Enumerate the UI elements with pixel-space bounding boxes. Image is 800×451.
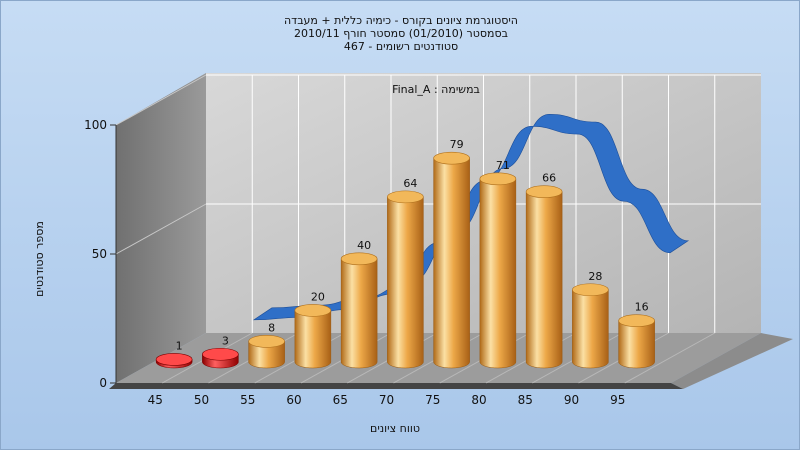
bar-top <box>248 335 285 348</box>
chart-title-line-3: סטודנטים רשומים - 467 <box>343 40 459 53</box>
data-label: 1 <box>176 339 183 352</box>
y-axis-title: מספר סטודנטים <box>33 221 46 297</box>
bar-body <box>340 258 378 369</box>
bar-top <box>525 185 563 199</box>
data-label: 71 <box>496 159 510 172</box>
bar-top <box>572 283 609 297</box>
bar-top <box>479 172 517 186</box>
y-tick-label: 100 <box>84 118 107 132</box>
data-label: 28 <box>588 270 602 283</box>
y-tick-label: 50 <box>92 247 107 261</box>
chart-title-line-1: היסטוגרמת ציונים בקורס - כימיה כללית + מ… <box>284 14 518 27</box>
bar: 64 <box>387 177 424 369</box>
data-label: 3 <box>222 334 229 347</box>
bar-top <box>618 314 655 328</box>
bars: 1 3 8 20 40 64 79 71 66 28 16 <box>155 138 655 369</box>
bar-top <box>433 151 470 165</box>
x-tick-label: 95 <box>610 393 625 407</box>
x-tick-label: 50 <box>194 393 209 407</box>
data-label: 64 <box>403 177 417 190</box>
data-label: 66 <box>542 172 556 185</box>
bar-body <box>294 310 332 369</box>
gridline-floor <box>624 332 715 384</box>
floor-edge <box>671 333 793 389</box>
gridline-side <box>115 203 207 255</box>
x-tick-label: 65 <box>333 393 348 407</box>
bar-top <box>155 353 193 366</box>
bar: 28 <box>572 270 609 369</box>
bar-body <box>479 178 517 369</box>
data-label: 20 <box>311 290 325 303</box>
left-wall <box>116 73 206 383</box>
x-tick-label: 90 <box>564 393 579 407</box>
data-label: 8 <box>268 321 275 334</box>
x-tick-label: 85 <box>518 393 533 407</box>
bar: 79 <box>433 138 470 369</box>
bar: 3 <box>202 334 239 369</box>
x-tick-label: 80 <box>471 393 486 407</box>
gridline-side <box>115 74 207 126</box>
bar-body <box>387 196 424 369</box>
bar-top <box>340 252 378 266</box>
bar-top <box>387 190 424 204</box>
bar: 20 <box>294 290 332 369</box>
bar: 1 <box>155 339 193 369</box>
bar-top <box>202 347 239 361</box>
bar: 8 <box>248 321 285 369</box>
bar-body <box>618 320 655 369</box>
y-tick-label: 0 <box>99 376 107 390</box>
bar-body <box>572 289 609 369</box>
bar-body <box>433 157 470 369</box>
bar: 66 <box>525 172 563 369</box>
bar: 71 <box>479 159 517 369</box>
data-label: 79 <box>450 138 464 151</box>
chart-title-line-2: בסמסטר (01/2010) סמסטר חורף 2010/11 <box>294 27 508 40</box>
data-label: 40 <box>357 239 371 252</box>
floor-front-edge <box>109 383 683 389</box>
bar-body <box>525 191 563 369</box>
bar-body <box>248 341 285 369</box>
axes: 0 50 100 45 50 55 60 65 70 75 80 85 90 95 <box>84 118 625 407</box>
data-label: 16 <box>635 301 649 314</box>
x-tick-label: 75 <box>425 393 440 407</box>
annotation-label: Final_A : במשימה <box>392 83 480 96</box>
bar: 16 <box>618 301 655 369</box>
x-axis-title: טווח ציונים <box>370 422 420 435</box>
x-tick-label: 45 <box>148 393 163 407</box>
bar: 40 <box>340 239 378 369</box>
x-tick-label: 60 <box>286 393 301 407</box>
x-tick-label: 70 <box>379 393 394 407</box>
x-tick-label: 55 <box>240 393 255 407</box>
bar-top <box>294 304 332 317</box>
